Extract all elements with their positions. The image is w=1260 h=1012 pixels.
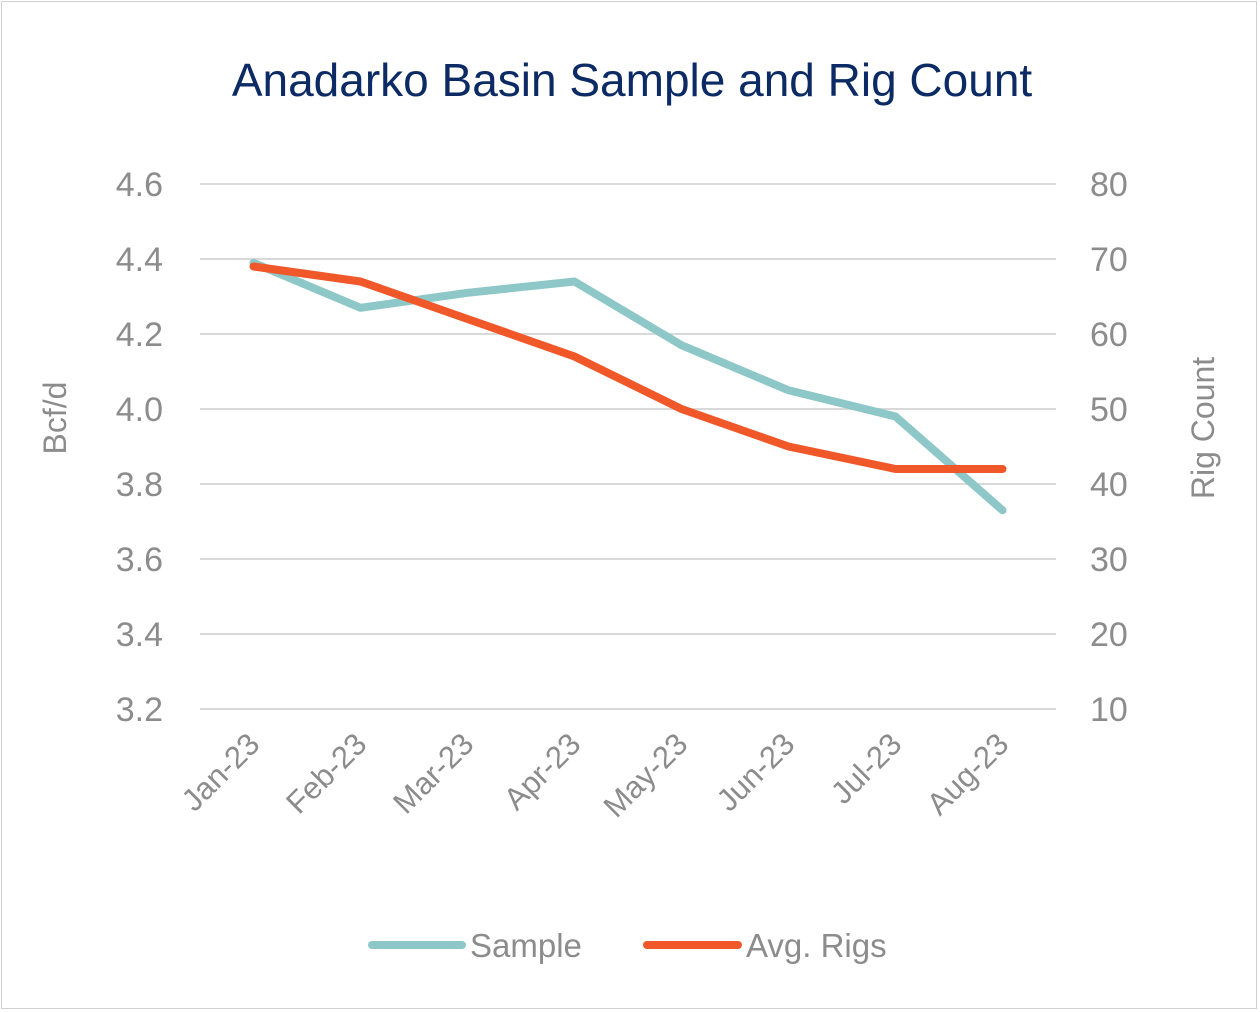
category-label: Mar-23 <box>386 726 480 820</box>
right-tick-label: 60 <box>1090 316 1128 354</box>
chart-title: Anadarko Basin Sample and Rig Count <box>232 54 1033 106</box>
series-line-avg-rigs <box>249 262 1007 473</box>
series-lines <box>249 258 1007 515</box>
legend-label: Sample <box>470 927 582 964</box>
gridlines <box>200 183 1056 710</box>
left-tick-label: 3.4 <box>116 616 163 654</box>
right-tick-label: 50 <box>1090 391 1128 429</box>
category-label: May-23 <box>597 726 695 824</box>
left-tick-label: 3.6 <box>116 541 163 579</box>
category-label: Jan-23 <box>175 726 267 818</box>
category-label: Jun-23 <box>710 726 802 818</box>
left-axis-ticks: 4.6 4.4 4.2 4.0 3.8 3.6 3.4 3.2 <box>116 166 163 729</box>
category-axis-labels: Jan-23 Feb-23 Mar-23 Apr-23 May-23 Jun-23 Jul-… <box>175 726 1016 824</box>
right-tick-label: 40 <box>1090 466 1128 504</box>
left-tick-label: 4.6 <box>116 166 163 204</box>
category-label: Jul-23 <box>824 726 908 810</box>
right-tick-label: 80 <box>1090 166 1128 204</box>
series-line-sample <box>249 258 1007 515</box>
left-tick-label: 3.8 <box>116 466 163 504</box>
right-tick-label: 20 <box>1090 616 1128 654</box>
left-axis-title: Bcf/d <box>37 382 73 455</box>
left-tick-label: 4.4 <box>116 241 163 279</box>
left-tick-label: 3.2 <box>116 691 163 729</box>
left-tick-label: 4.0 <box>116 391 163 429</box>
legend: Sample Avg. Rigs <box>368 927 887 964</box>
category-label: Apr-23 <box>497 726 588 817</box>
right-tick-label: 10 <box>1090 691 1128 729</box>
left-tick-label: 4.2 <box>116 316 163 354</box>
legend-label: Avg. Rigs <box>746 927 887 964</box>
right-tick-label: 30 <box>1090 541 1128 579</box>
right-axis-title: Rig Count <box>1185 357 1221 499</box>
category-label: Aug-23 <box>920 726 1015 821</box>
right-tick-label: 70 <box>1090 241 1128 279</box>
right-axis-ticks: 80 70 60 50 40 30 20 10 <box>1090 166 1128 729</box>
category-label: Feb-23 <box>279 726 373 820</box>
